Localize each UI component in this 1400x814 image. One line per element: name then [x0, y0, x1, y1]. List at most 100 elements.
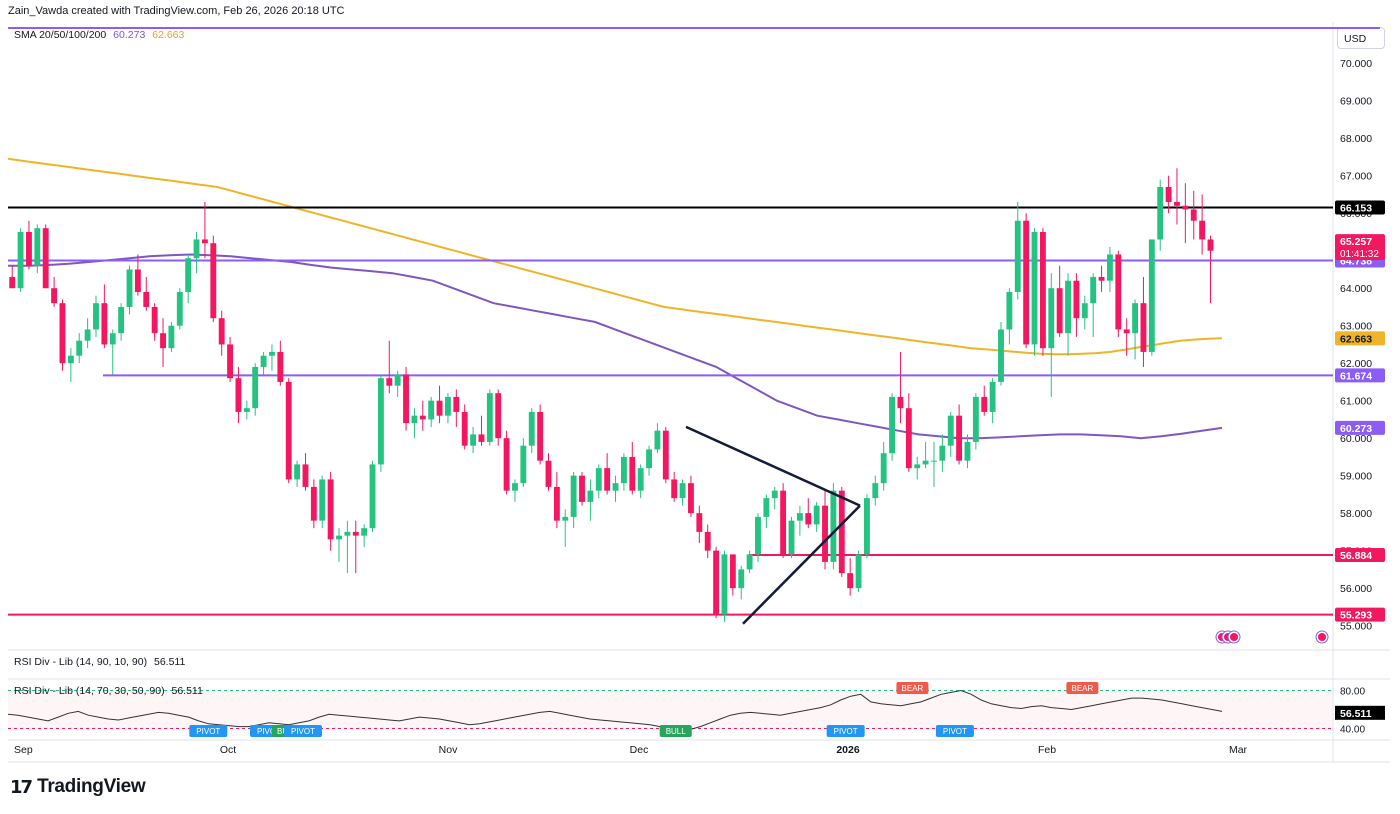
rsi-value-2: 56.511	[171, 685, 203, 697]
rsi-legend-1[interactable]: RSI Div - Lib (14, 90, 10, 90) 56.511	[14, 656, 185, 668]
candle-body	[704, 531, 711, 551]
time-tick: 2026	[836, 744, 860, 756]
candle-body	[905, 408, 912, 469]
price-tags: 66.15364.73861.67456.88455.29365.25701:4…	[1335, 200, 1385, 622]
candle-body	[109, 333, 116, 345]
candle-body	[570, 475, 577, 517]
price-tag-65.257: 65.257	[1340, 236, 1372, 248]
triangle-upper-line	[685, 425, 861, 507]
candle-body	[805, 513, 812, 525]
candle-body	[688, 483, 694, 514]
rsi-legend-2[interactable]: RSI Div - Lib (14, 70, 30, 50, 90) 56.51…	[14, 685, 203, 697]
sma-legend[interactable]: SMA 20/50/100/200 60.273 62.663	[14, 29, 184, 41]
candle-body	[922, 460, 929, 465]
candle-body	[218, 318, 225, 345]
level-tag-66.153: 66.153	[1340, 202, 1372, 214]
candle-body	[369, 464, 376, 529]
candle-body	[646, 449, 652, 469]
candle-body	[361, 528, 368, 536]
rsi-annotation-bear	[1066, 682, 1099, 694]
candle-body	[654, 430, 661, 450]
price-tick: 64.000	[1340, 283, 1372, 295]
price-axis[interactable]: 70.00069.00068.00067.00066.00065.00064.0…	[1340, 58, 1372, 632]
candle-body	[42, 228, 49, 289]
candle-body	[310, 486, 317, 521]
candle-body	[168, 325, 175, 349]
candle-body	[1065, 280, 1071, 334]
candle-body	[520, 445, 527, 484]
candle-body	[1140, 303, 1147, 352]
candle-body	[386, 378, 393, 386]
candle-body	[1165, 186, 1172, 202]
candle-body	[838, 490, 845, 574]
candle-body	[160, 333, 166, 349]
price-tick: 58.000	[1340, 508, 1372, 520]
candle-body	[796, 513, 803, 521]
candle-body	[327, 479, 334, 540]
sma-lines	[7, 157, 1223, 440]
candle-body	[26, 231, 32, 266]
horizontal-levels[interactable]	[8, 206, 1333, 616]
tradingview-brand[interactable]: 17 TradingView	[10, 776, 146, 798]
price-tick: 56.000	[1340, 583, 1372, 595]
candle-body	[344, 531, 351, 536]
candle-body	[1174, 201, 1180, 206]
candle-body	[411, 415, 418, 424]
candle-body	[419, 415, 426, 420]
price-tick: 68.000	[1340, 133, 1372, 145]
price-tick: 60.000	[1340, 433, 1372, 445]
candle-body	[679, 483, 686, 499]
rsi-annotation-label: BEAR	[1071, 684, 1093, 693]
candle-body	[780, 490, 787, 555]
candle-body	[1006, 291, 1013, 330]
event-flags[interactable]	[1215, 630, 1329, 644]
price-tick: 61.000	[1340, 396, 1372, 408]
candle-body	[671, 479, 678, 499]
candle-body	[294, 464, 301, 480]
candle-body	[738, 569, 745, 589]
price-tick: 62.000	[1340, 358, 1372, 370]
candle-body	[579, 475, 585, 502]
candle-body	[629, 456, 636, 491]
candle-body	[1115, 254, 1122, 330]
rsi-annotation-label: PIVOT	[834, 727, 858, 736]
triangle-pattern[interactable]	[685, 425, 861, 625]
candle-body	[512, 483, 518, 491]
tradingview-logo-icon: 17	[10, 776, 33, 798]
candle-body	[847, 573, 854, 589]
rsi-tick: 80.00	[1340, 687, 1365, 698]
level-tag-55.293-bg	[1335, 607, 1385, 622]
event-flag-icon	[1227, 630, 1241, 644]
candle-body	[872, 483, 879, 499]
candle-body	[830, 490, 837, 562]
candle-body	[713, 550, 720, 615]
sma-value-fast: 60.273	[113, 29, 146, 41]
event-flag-icon	[1315, 630, 1329, 644]
candle-body	[17, 231, 24, 289]
candle-body	[880, 453, 887, 484]
level-tag-56.884: 56.884	[1340, 550, 1372, 562]
candle-body	[939, 445, 946, 461]
candle-body	[352, 531, 359, 536]
candle-body	[486, 393, 493, 442]
candle-body	[1014, 220, 1021, 292]
candle-body	[822, 505, 828, 562]
time-tick: Feb	[1038, 744, 1056, 756]
candle-body	[964, 441, 971, 461]
candle-body	[51, 288, 58, 304]
candle-body	[889, 396, 895, 454]
candle-body	[998, 329, 1004, 382]
candle-body	[227, 344, 233, 379]
candle-body	[763, 498, 770, 517]
brand-name: TradingView	[37, 776, 146, 797]
level-tag-55.293: 55.293	[1340, 610, 1372, 622]
time-tick: Dec	[630, 744, 649, 756]
candle-body	[855, 554, 862, 589]
candle-body	[285, 381, 292, 480]
time-axis[interactable]: Sep Oct Nov Dec 2026 Feb Mar	[14, 744, 1248, 756]
price-tick: 63.000	[1340, 321, 1372, 333]
candle-body	[495, 393, 502, 439]
candle-body	[67, 355, 74, 364]
candle-body	[336, 535, 342, 540]
